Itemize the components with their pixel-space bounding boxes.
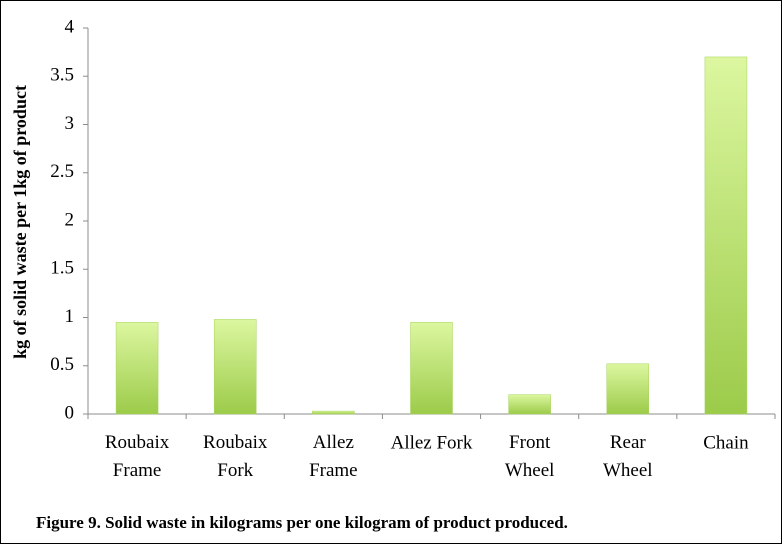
y-tick-label: 3.5 bbox=[50, 65, 74, 86]
x-tick-label: Roubaix Fork bbox=[203, 432, 268, 481]
y-tick-label: 0.5 bbox=[50, 354, 74, 375]
bar bbox=[606, 363, 650, 415]
bar bbox=[312, 410, 355, 415]
y-tick-label: 1 bbox=[65, 306, 75, 327]
x-tick-label: Rear Wheel bbox=[603, 432, 653, 481]
y-tick-label: 1.5 bbox=[50, 258, 74, 279]
bar bbox=[213, 319, 257, 415]
y-axis-label: kg of solid waste per 1kg of product bbox=[10, 85, 30, 359]
bar bbox=[115, 322, 159, 415]
x-tick-label: Chain bbox=[703, 432, 749, 453]
x-tick-label: Roubaix Frame bbox=[105, 432, 170, 481]
bar bbox=[704, 56, 748, 415]
bar bbox=[410, 322, 453, 415]
y-tick-label: 4 bbox=[65, 16, 75, 37]
x-tick-label: Allez Fork bbox=[391, 432, 473, 453]
y-tick-label: 2.5 bbox=[50, 161, 74, 182]
y-tick-label: 2 bbox=[65, 209, 75, 230]
y-tick-label: 0 bbox=[65, 402, 75, 423]
y-tick-label: 3 bbox=[65, 113, 75, 134]
bar bbox=[508, 394, 551, 415]
x-tick-label: Allez Frame bbox=[309, 432, 358, 481]
x-tick-label: Front Wheel bbox=[505, 432, 555, 481]
caption: Figure 9. Solid waste in kilograms per o… bbox=[36, 513, 568, 532]
